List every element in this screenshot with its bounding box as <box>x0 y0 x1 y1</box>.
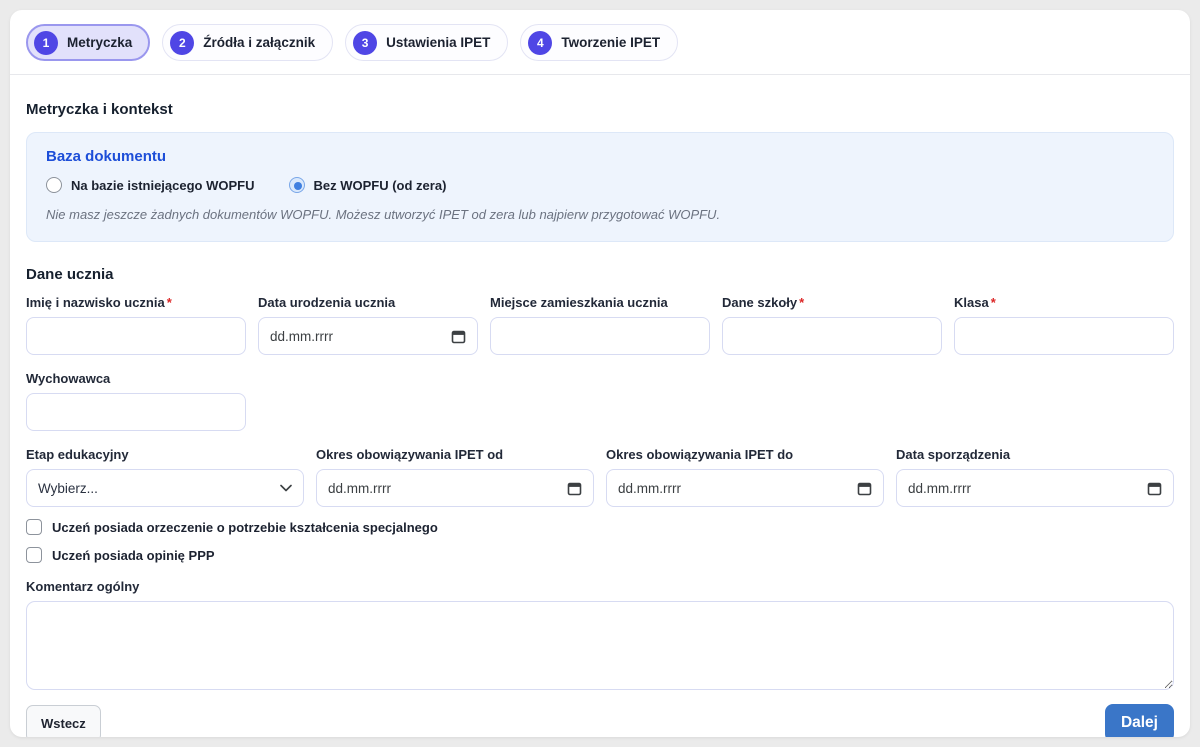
field-imie-nazwisko: Imię i nazwisko ucznia * <box>26 295 246 355</box>
field-label: Okres obowiązywania IPET od <box>316 447 504 462</box>
komentarz-textarea[interactable] <box>26 601 1174 690</box>
field-label: Data sporządzenia <box>896 447 1011 462</box>
date-placeholder: dd.mm.rrrr <box>270 328 333 344</box>
date-placeholder: dd.mm.rrrr <box>328 480 391 496</box>
field-label: Miejsce zamieszkania ucznia <box>490 295 668 310</box>
date-placeholder: dd.mm.rrrr <box>618 480 681 496</box>
calendar-icon[interactable] <box>567 481 582 496</box>
field-klasa: Klasa * <box>954 295 1174 355</box>
date-placeholder: dd.mm.rrrr <box>908 480 971 496</box>
checkbox-label: Uczeń posiada orzeczenie o potrzebie ksz… <box>52 519 438 535</box>
field-data-urodzenia: Data urodzenia ucznia dd.mm.rrrr <box>258 295 478 355</box>
radio-option-wopfu[interactable]: Na bazie istniejącego WOPFU <box>46 177 255 193</box>
student-fields-row: Imię i nazwisko ucznia * Data urodzenia u… <box>26 295 1174 355</box>
field-label: Etap edukacyjny <box>26 447 129 462</box>
baza-dokumentu-options: Na bazie istniejącego WOPFU Bez WOPFU (o… <box>46 177 1154 193</box>
field-miejsce-zamieszkania: Miejsce zamieszkania ucznia <box>490 295 710 355</box>
required-marker: * <box>799 295 805 310</box>
field-label: Klasa * <box>954 295 996 310</box>
komentarz-label: Komentarz ogólny <box>26 579 140 594</box>
step-label: Metryczka <box>67 35 133 50</box>
data-sporzadzenia-input[interactable]: dd.mm.rrrr <box>896 469 1174 507</box>
select-value: Wybierz... <box>38 480 98 496</box>
field-okres-od: Okres obowiązywania IPET od dd.mm.rrrr <box>316 447 594 507</box>
step-label: Źródła i załącznik <box>203 35 316 50</box>
step-ustawienia-ipet[interactable]: 3 Ustawienia IPET <box>345 24 509 61</box>
field-label: Dane szkoły * <box>722 295 805 310</box>
baza-dokumentu-note: Nie masz jeszcze żadnych dokumentów WOPF… <box>46 207 721 222</box>
radio-option-bez-wopfu[interactable]: Bez WOPFU (od zera) <box>288 177 447 193</box>
dane-ucznia-title: Dane ucznia <box>26 266 114 283</box>
baza-dokumentu-title: Baza dokumentu <box>46 148 167 165</box>
field-dane-szkoly: Dane szkoły * <box>722 295 942 355</box>
checkbox-opinia-ppp[interactable]: Uczeń posiada opinię PPP <box>26 547 1174 563</box>
next-button[interactable]: Dalej <box>1104 704 1174 737</box>
required-marker: * <box>166 295 172 310</box>
step-metryczka[interactable]: 1 Metryczka <box>26 24 151 61</box>
dane-szkoly-input[interactable] <box>722 317 942 355</box>
step-tworzenie-ipet[interactable]: 4 Tworzenie IPET <box>520 24 679 61</box>
field-wychowawca: Wychowawca <box>26 371 246 431</box>
checkbox-unchecked-icon[interactable] <box>26 519 42 535</box>
klasa-input[interactable] <box>954 317 1174 355</box>
field-label: Imię i nazwisko ucznia * <box>26 295 172 310</box>
checkbox-orzeczenie[interactable]: Uczeń posiada orzeczenie o potrzebie ksz… <box>26 519 1174 535</box>
field-etap-edukacyjny: Etap edukacyjny Wybierz... <box>26 447 304 507</box>
chevron-down-icon <box>280 484 292 492</box>
step-number-badge: 4 <box>528 30 553 55</box>
radio-label: Bez WOPFU (od zera) <box>313 177 447 193</box>
field-okres-do: Okres obowiązywania IPET do dd.mm.rrrr <box>606 447 884 507</box>
step-number-badge: 1 <box>34 30 58 55</box>
okres-do-input[interactable]: dd.mm.rrrr <box>606 469 884 507</box>
imie-nazwisko-input[interactable] <box>26 317 246 355</box>
miejsce-zamieszkania-input[interactable] <box>490 317 710 355</box>
checkbox-label: Uczeń posiada opinię PPP <box>52 547 215 563</box>
radio-label: Na bazie istniejącego WOPFU <box>71 177 255 193</box>
wychowawca-input[interactable] <box>26 393 246 431</box>
wizard-card: 1 Metryczka 2 Źródła i załącznik 3 Ustaw… <box>10 10 1190 737</box>
data-urodzenia-input[interactable]: dd.mm.rrrr <box>258 317 478 355</box>
step-label: Tworzenie IPET <box>561 35 661 50</box>
checkbox-unchecked-icon[interactable] <box>26 547 42 563</box>
calendar-icon[interactable] <box>451 329 466 344</box>
step-number-badge: 3 <box>353 30 378 55</box>
field-label: Wychowawca <box>26 371 111 386</box>
radio-unchecked-icon[interactable] <box>46 177 62 193</box>
step-label: Ustawienia IPET <box>386 35 491 50</box>
baza-dokumentu-panel: Baza dokumentu Na bazie istniejącego WOP… <box>26 132 1174 242</box>
calendar-icon[interactable] <box>1147 481 1162 496</box>
etap-edukacyjny-select[interactable]: Wybierz... <box>26 469 304 507</box>
required-marker: * <box>990 295 996 310</box>
field-label: Okres obowiązywania IPET do <box>606 447 794 462</box>
step-zrodla-i-zalacznik[interactable]: 2 Źródła i załącznik <box>162 24 334 61</box>
radio-checked-icon[interactable] <box>288 177 305 193</box>
okres-od-input[interactable]: dd.mm.rrrr <box>316 469 594 507</box>
calendar-icon[interactable] <box>857 481 872 496</box>
ipet-dates-row: Etap edukacyjny Wybierz... Okres obowiąz… <box>26 447 1174 507</box>
wizard-stepper: 1 Metryczka 2 Źródła i załącznik 3 Ustaw… <box>10 10 1190 75</box>
page-title: Metryczka i kontekst <box>26 101 173 118</box>
back-button[interactable]: Wstecz <box>26 704 101 737</box>
field-data-sporzadzenia: Data sporządzenia dd.mm.rrrr <box>896 447 1174 507</box>
step-number-badge: 2 <box>170 30 195 55</box>
field-label: Data urodzenia ucznia <box>258 295 396 310</box>
wizard-footer: Wstecz Dalej <box>26 704 1174 737</box>
